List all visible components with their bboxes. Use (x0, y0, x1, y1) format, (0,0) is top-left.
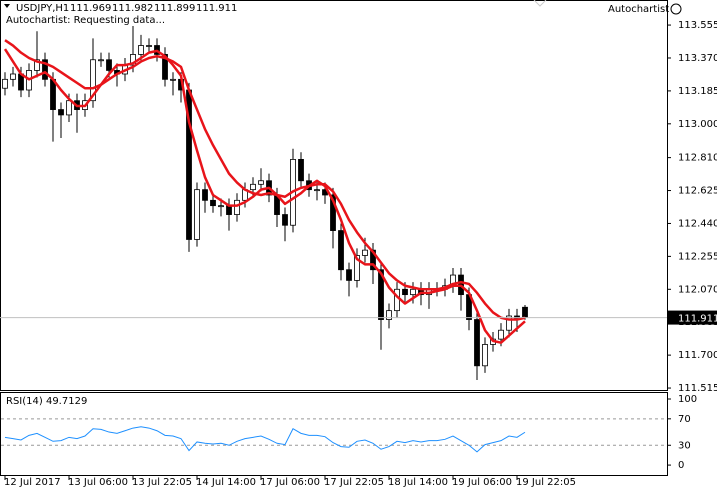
candle-body (394, 288, 400, 312)
candle-body (226, 205, 232, 215)
moving-average (3, 48, 526, 344)
candle-body (498, 329, 504, 340)
candle-body (58, 109, 64, 116)
candle-body (90, 59, 96, 102)
y-tick-label: 113.000 (678, 119, 717, 130)
x-tick-label: 19 Jul 06:00 (452, 477, 512, 488)
candle-body (386, 310, 392, 320)
x-tick-label: 17 Jul 22:05 (324, 477, 384, 488)
ohlc-open: 111.969 (70, 3, 111, 14)
candle-body (298, 159, 304, 182)
y-tick-label: 112.255 (678, 251, 717, 262)
candle-body (218, 205, 224, 208)
rsi-title: RSI(14) 49.7129 (6, 396, 87, 407)
candle-body (34, 59, 40, 71)
candle-body (2, 78, 8, 89)
x-tick-label: 17 Jul 06:00 (260, 477, 320, 488)
rsi-frame (0, 392, 668, 476)
moving-average (4, 39, 526, 321)
candle-body (410, 288, 416, 296)
current-price-label: 111.911 (678, 314, 717, 325)
candle-body (338, 230, 344, 271)
symbol-title: USDJPY,H1 (16, 3, 69, 14)
candle-body (106, 59, 112, 71)
y-tick-label: 111.700 (678, 350, 717, 361)
y-tick-label: 100 (678, 394, 697, 405)
candle-body (162, 54, 168, 80)
candle-body (146, 45, 152, 47)
y-tick-label: 70 (678, 414, 691, 425)
main-frame (0, 0, 668, 391)
candle-body (482, 344, 488, 367)
candle-body (210, 199, 216, 207)
y-tick-label: 113.555 (678, 20, 717, 31)
x-tick-label: 13 Jul 06:00 (68, 477, 128, 488)
candle-body (66, 100, 72, 116)
candle-body (170, 78, 176, 81)
candle-body (98, 59, 104, 62)
y-tick-label: 113.370 (678, 53, 717, 64)
candle-body (362, 249, 368, 256)
ohlc-low: 111.899 (154, 3, 195, 14)
candle-body (522, 306, 528, 318)
candle-body (282, 214, 288, 226)
x-tick-label: 14 Jul 14:00 (196, 477, 256, 488)
ohlc-close: 111.911 (196, 3, 237, 14)
rsi-line (4, 426, 526, 453)
x-tick-label: 19 Jul 22:05 (516, 477, 576, 488)
candle-body (346, 269, 352, 281)
y-tick-label: 112.440 (678, 218, 717, 229)
candle-body (474, 319, 480, 367)
candle-body (378, 269, 384, 320)
current-price-box (668, 310, 717, 325)
y-tick-label: 0 (678, 460, 684, 471)
candle-body (330, 194, 336, 231)
collapse-icon[interactable] (4, 4, 10, 8)
y-tick-label: 112.810 (678, 153, 717, 164)
y-tick-label: 112.070 (678, 284, 717, 295)
candle-body (10, 73, 16, 80)
candle-body (354, 255, 360, 281)
candle-body (234, 199, 240, 215)
x-tick-label: 13 Jul 22:05 (132, 477, 192, 488)
candle-body (50, 78, 56, 110)
candle-body (130, 54, 136, 66)
candle-body (258, 180, 264, 185)
candle-body (138, 45, 144, 55)
candle-body (42, 59, 48, 80)
autochartist-label: Autochartist (608, 4, 669, 15)
y-tick-label: 30 (678, 440, 691, 451)
candle-body (506, 315, 512, 331)
x-tick-label: 12 Jul 2017 (4, 477, 61, 488)
y-tick-label: 112.625 (678, 186, 717, 197)
candle-body (402, 288, 408, 296)
autochartist-icon[interactable] (670, 3, 682, 15)
candle-body (194, 189, 200, 240)
x-tick-label: 18 Jul 14:00 (388, 477, 448, 488)
candle-body (314, 189, 320, 192)
autochartist-status: Autochartist: Requesting data... (6, 15, 165, 26)
y-tick-label: 113.185 (678, 86, 717, 97)
candle-body (202, 189, 208, 201)
candle-body (250, 183, 256, 191)
scroll-marker (533, 0, 547, 7)
ohlc-high: 111.982 (112, 3, 153, 14)
y-tick-label: 111.515 (678, 383, 717, 394)
